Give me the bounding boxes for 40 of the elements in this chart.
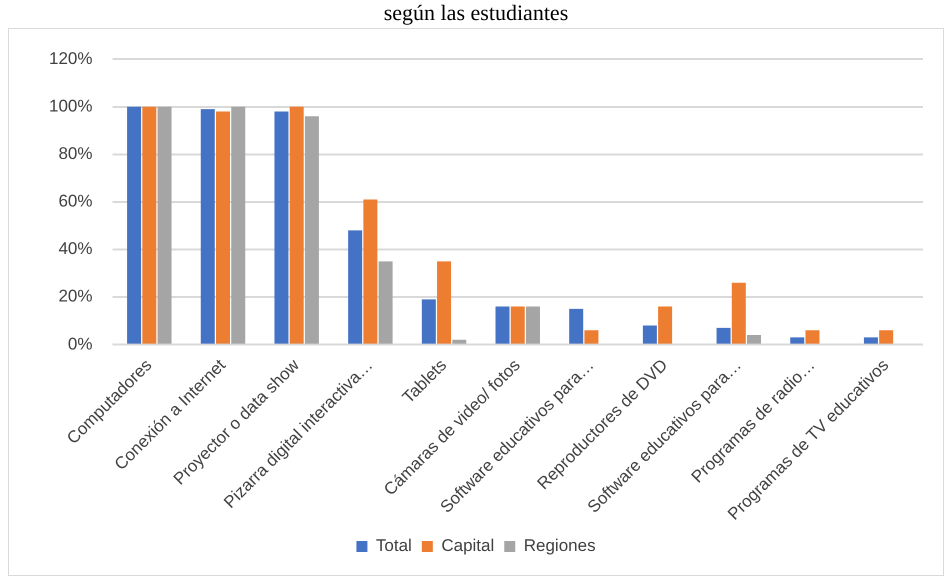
bar (304, 116, 319, 344)
bar (879, 330, 894, 344)
bar (452, 340, 466, 344)
bar (363, 200, 378, 344)
y-tick-label: 120% (48, 48, 92, 68)
bar (805, 330, 820, 344)
bar (747, 335, 762, 344)
bar (569, 308, 584, 344)
bar (216, 112, 230, 344)
y-tick-label: 0% (68, 334, 92, 354)
bar (642, 326, 657, 344)
bar (510, 306, 525, 344)
legend-label: Total (376, 536, 412, 556)
bar (348, 230, 362, 344)
bar (422, 299, 436, 344)
bar (584, 330, 598, 344)
bar (158, 106, 172, 344)
y-tick-label: 40% (58, 239, 92, 258)
y-tick-label: 60% (58, 192, 92, 211)
bar (378, 261, 393, 344)
y-tick-label: 80% (58, 144, 92, 164)
bar (496, 306, 510, 344)
bar (864, 337, 878, 344)
bar (231, 106, 246, 344)
bar (142, 106, 156, 344)
bar (526, 306, 540, 344)
bar (790, 337, 804, 344)
bar (274, 112, 288, 344)
bar (437, 261, 452, 344)
bar (716, 328, 731, 344)
y-tick-label: 100% (48, 96, 92, 116)
y-tick-label: 20% (58, 286, 92, 306)
bar (658, 306, 672, 344)
chart-title: según las estudiantes (382, 0, 570, 26)
bar (127, 106, 142, 344)
legend-label: Regiones (524, 536, 596, 556)
bar (290, 106, 304, 344)
bar (200, 109, 215, 344)
bar (732, 282, 746, 344)
legend-label: Capital (441, 536, 494, 556)
